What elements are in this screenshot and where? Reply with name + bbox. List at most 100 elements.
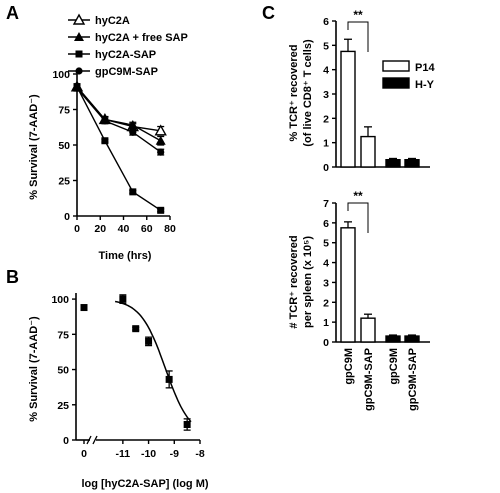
panel-b-x-tick-label: -10 — [141, 448, 156, 460]
panel-b-axis-break-mark — [92, 435, 98, 445]
panel-c-bottom-chart: 0 1 2 3 4 5 6 7 ** gpC9M gpC9M-SAP gpC9M gpC9M-SAP… — [288, 189, 430, 411]
panel-a-legend-label: hyC2A — [95, 15, 130, 27]
panel-b-fit-curve — [114, 300, 192, 423]
panel-a-legend: hyC2A hyC2A + free SAP hyC2A-SAP gpC9M-SAP — [68, 13, 188, 78]
panel-c-y-tick-label: 6 — [323, 16, 329, 28]
panel-a-x-tick-label: 0 — [74, 223, 80, 235]
panel-a-y-tick-label: 0 — [64, 211, 70, 223]
panel-c-bar — [385, 335, 401, 343]
panel-a-point — [127, 120, 138, 130]
panel-a-legend-marker — [74, 32, 84, 41]
panel-c-category-label: gpC9M — [343, 348, 355, 385]
panel-c-category-label: gpC9M — [388, 348, 400, 385]
panel-a-series-line-2 — [76, 86, 162, 211]
panel-c-y-tick-label: 5 — [323, 40, 329, 52]
panel-a-legend-marker — [75, 50, 83, 58]
panel-a-point — [73, 84, 81, 92]
panel-b-point — [119, 295, 127, 303]
panel-c-significance-label: ** — [353, 8, 363, 22]
panel-b-zero-dose-point — [80, 304, 88, 312]
panel-letter-c: C — [262, 3, 275, 23]
panel-b-y-axis-label: % Survival (7-AAD⁻) — [28, 316, 40, 422]
panel-a-x-tick-label: 40 — [118, 223, 130, 235]
panel-c-bar — [404, 158, 420, 168]
panel-c-category-labels: gpC9M gpC9M-SAP gpC9M gpC9M-SAP — [343, 348, 419, 411]
panel-c-significance-bracket — [347, 21, 369, 52]
panel-c-legend-swatch — [382, 77, 410, 89]
panel-b-axes: 0 25 50 75 100 0 -11 -10 -9 -8 — [51, 293, 205, 460]
panel-c-top-legend: P14 H-Y — [382, 60, 435, 91]
panel-c-y-tick-label: 5 — [323, 238, 329, 250]
panel-b-point — [183, 421, 191, 428]
panel-c-bar — [385, 158, 401, 168]
panel-c-y-tick-label: 0 — [323, 337, 329, 349]
panel-a-legend-marker — [75, 67, 83, 75]
panel-a-x-tick-label: 20 — [94, 223, 106, 235]
panel-c-top-y-label-line1: % TCR⁺ recovered — [288, 45, 300, 142]
panel-letter-a: A — [6, 3, 19, 23]
panel-b-point — [165, 375, 173, 383]
panel-a-axes: 0 25 50 75 100 0 20 40 60 80 — [52, 69, 176, 235]
panel-c-significance-label: ** — [353, 189, 363, 203]
panel-a-series-line-1 — [76, 86, 162, 142]
panel-a-legend-label: gpC9M-SAP — [95, 66, 158, 78]
panel-b-y-tick-label: 25 — [57, 400, 69, 412]
panel-b-point — [145, 337, 153, 345]
panel-c-y-tick-label: 2 — [323, 113, 329, 125]
panel-letter-b: B — [6, 267, 19, 287]
panel-c-bottom-y-label-line1: # TCR⁺ recovered — [288, 235, 300, 328]
panel-a-y-tick-label: 50 — [58, 140, 70, 152]
panel-c-significance-bracket — [347, 202, 369, 233]
panel-b-y-tick-label: 50 — [57, 365, 69, 377]
panel-b-y-tick-label: 100 — [51, 294, 69, 306]
panel-c-bar — [340, 50, 356, 168]
panel-a-y-tick-label: 75 — [58, 105, 70, 117]
panel-c-bottom-y-label-line2: per spleen (x 10⁵) — [302, 236, 314, 328]
panel-b-x-axis-label: log [hyC2A-SAP] (log M) — [81, 478, 208, 490]
panel-c-y-tick-label: 7 — [323, 198, 329, 210]
panel-a-x-axis-label: Time (hrs) — [99, 250, 152, 262]
panel-a-point — [154, 124, 167, 136]
panel-a-y-axis-label: % Survival (7-AAD⁻) — [28, 94, 40, 200]
panel-a-point — [101, 137, 109, 145]
panel-c-y-tick-label: 0 — [323, 162, 329, 174]
panel-b-chart: 0 25 50 75 100 0 -11 -10 -9 -8 log [hyC2A-SAP] (l… — [28, 293, 209, 490]
panel-c-y-tick-label: 4 — [323, 65, 329, 77]
panel-c-y-tick-label: 2 — [323, 297, 329, 309]
panel-c-top-axes: 0 1 2 3 4 5 6 — [323, 16, 430, 174]
panel-a-series-line-3 — [76, 87, 162, 153]
panel-c-y-tick-label: 6 — [323, 218, 329, 230]
panel-a-y-tick-label: 25 — [58, 176, 70, 188]
panel-a-point — [155, 135, 166, 145]
panel-c-top-bars: ** — [340, 8, 420, 168]
panel-b-x-tick-label: -8 — [195, 448, 204, 460]
panel-c-legend-label: H-Y — [415, 79, 435, 91]
panel-a-point — [129, 188, 137, 196]
panel-c-category-label: gpC9M-SAP — [363, 348, 375, 411]
panel-c-y-tick-label: 4 — [323, 258, 329, 270]
panel-c-y-tick-label: 1 — [323, 317, 329, 329]
panel-a-x-tick-label: 80 — [164, 223, 176, 235]
panel-c-category-label: gpC9M-SAP — [407, 348, 419, 411]
panel-b-y-tick-label: 75 — [57, 329, 69, 341]
panel-c-legend-label: P14 — [415, 62, 435, 74]
panel-c-y-tick-label: 1 — [323, 138, 329, 150]
panel-c-bottom-bars: ** — [340, 189, 420, 343]
panel-b-x-tick-label: 0 — [81, 448, 87, 460]
panel-c-legend-swatch — [382, 60, 410, 72]
panel-c-bar — [360, 317, 376, 343]
panel-c-y-tick-label: 3 — [323, 277, 329, 289]
panel-c-top-y-label-line2: (of live CD8⁺ T cells) — [302, 39, 314, 147]
panel-a-series-line-0 — [76, 86, 161, 132]
panel-b-x-tick-label: -9 — [170, 448, 179, 460]
panel-a-legend-label: hyC2A-SAP — [95, 49, 156, 61]
panel-c-top-chart: 0 1 2 3 4 5 6 ** P14 H-Y % TCR⁺ recovered (of l… — [288, 8, 435, 174]
panel-a-point — [157, 148, 165, 156]
panel-a-series — [70, 80, 167, 214]
panel-a-point — [101, 117, 109, 125]
panel-a-legend-label: hyC2A + free SAP — [95, 32, 188, 44]
panel-b-axis-break-mark — [86, 435, 92, 445]
panel-c-bar — [340, 227, 356, 343]
